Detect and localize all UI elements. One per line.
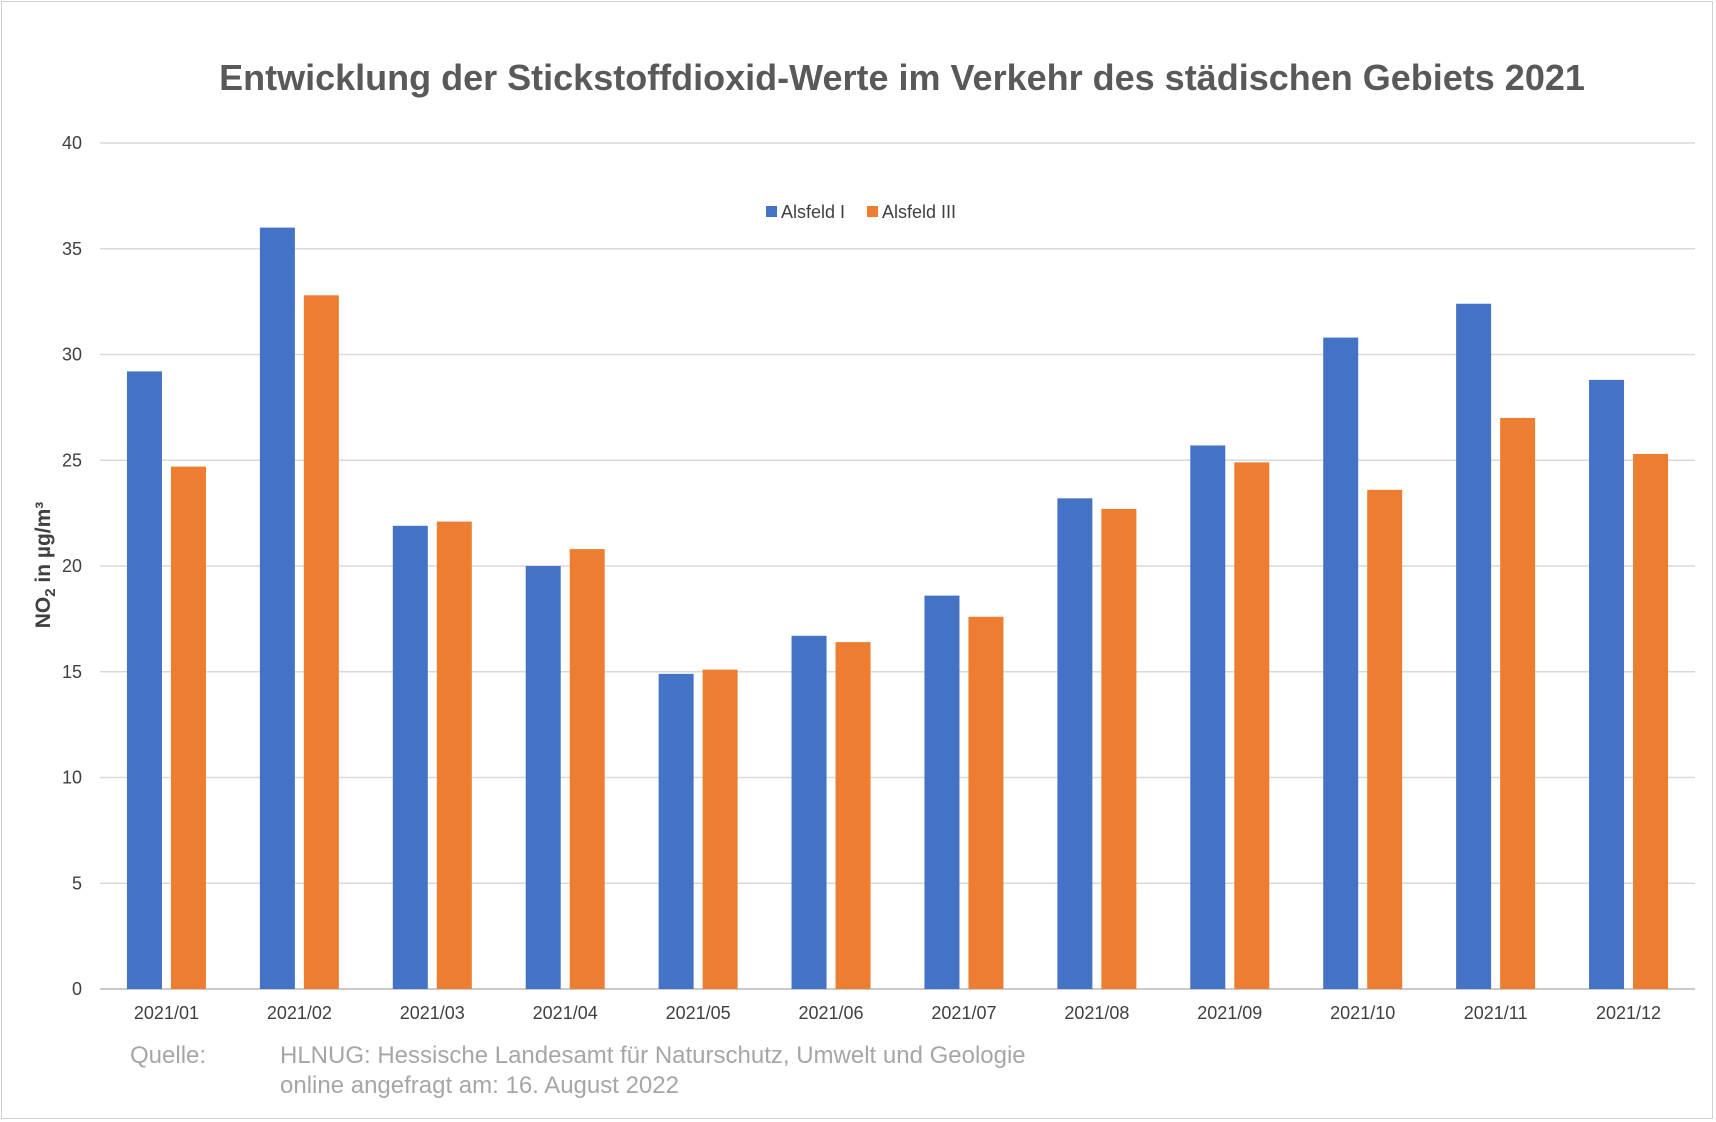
x-tick-label-2021-07: 2021/07 xyxy=(931,1003,996,1023)
legend-label-alsfeld-i: Alsfeld I xyxy=(781,202,845,222)
x-tick-label-2021-03: 2021/03 xyxy=(400,1003,465,1023)
bar-alsfeld-iii-2021-08 xyxy=(1101,508,1137,989)
y-tick-label-35: 35 xyxy=(62,239,82,259)
y-tick-label-20: 20 xyxy=(62,556,82,576)
legend: Alsfeld I Alsfeld III xyxy=(766,202,956,222)
source-line-1: HLNUG: Hessische Landesamt für Naturschu… xyxy=(280,1042,1026,1069)
bar-alsfeld-i-2021-04 xyxy=(525,566,561,989)
y-tick-label-15: 15 xyxy=(62,662,82,682)
bar-alsfeld-i-2021-11 xyxy=(1456,303,1492,989)
bar-alsfeld-iii-2021-03 xyxy=(436,521,472,989)
source-label: Quelle: xyxy=(130,1042,206,1069)
bar-alsfeld-i-2021-08 xyxy=(1057,498,1093,989)
chart-title: Entwicklung der Stickstoffdioxid-Werte i… xyxy=(219,57,1585,98)
legend-swatch-alsfeld-i xyxy=(766,206,777,217)
bar-alsfeld-i-2021-06 xyxy=(791,635,827,989)
y-tick-label-25: 25 xyxy=(62,450,82,470)
x-tick-label-2021-09: 2021/09 xyxy=(1197,1003,1262,1023)
bar-alsfeld-iii-2021-07 xyxy=(968,616,1004,989)
y-tick-label-10: 10 xyxy=(62,768,82,788)
bar-alsfeld-iii-2021-04 xyxy=(569,549,605,989)
bar-alsfeld-iii-2021-11 xyxy=(1500,417,1536,989)
gridlines xyxy=(100,142,1695,990)
bar-alsfeld-i-2021-03 xyxy=(392,525,428,989)
x-tick-label-2021-12: 2021/12 xyxy=(1596,1003,1661,1023)
y-axis-ticks: 0 5 10 15 20 25 30 35 40 xyxy=(62,133,82,999)
x-tick-label-2021-05: 2021/05 xyxy=(666,1003,731,1023)
y-tick-label-5: 5 xyxy=(72,873,82,893)
y-tick-label-30: 30 xyxy=(62,345,82,365)
x-tick-label-2021-11: 2021/11 xyxy=(1464,1003,1528,1023)
x-tick-label-2021-01: 2021/01 xyxy=(134,1003,199,1023)
bar-alsfeld-i-2021-10 xyxy=(1323,337,1359,990)
x-tick-label-2021-08: 2021/08 xyxy=(1064,1003,1129,1023)
y-tick-label-40: 40 xyxy=(62,133,82,153)
bar-alsfeld-i-2021-02 xyxy=(259,227,295,990)
x-tick-label-2021-06: 2021/06 xyxy=(799,1003,864,1023)
bar-alsfeld-i-2021-05 xyxy=(658,673,694,989)
y-axis-label-unit: in µg/m³ xyxy=(32,502,55,589)
bar-alsfeld-i-2021-07 xyxy=(924,595,960,989)
x-tick-label-2021-04: 2021/04 xyxy=(533,1003,598,1023)
bar-alsfeld-iii-2021-02 xyxy=(303,295,339,989)
bar-alsfeld-i-2021-09 xyxy=(1190,445,1226,989)
y-axis-label: NO2 in µg/m³ xyxy=(32,502,59,629)
y-axis-label-main: NO xyxy=(32,597,55,629)
x-tick-label-2021-10: 2021/10 xyxy=(1330,1003,1395,1023)
bar-alsfeld-iii-2021-05 xyxy=(702,669,738,989)
bar-alsfeld-iii-2021-06 xyxy=(835,642,871,989)
bar-alsfeld-iii-2021-09 xyxy=(1234,462,1270,989)
bar-alsfeld-i-2021-12 xyxy=(1589,379,1625,989)
source-line-2: online angefragt am: 16. August 2022 xyxy=(280,1072,679,1099)
bar-alsfeld-iii-2021-10 xyxy=(1367,489,1403,989)
y-axis-label-subscript: 2 xyxy=(42,588,59,596)
bar-alsfeld-iii-2021-12 xyxy=(1633,453,1669,989)
x-axis-ticks: 2021/01 2021/02 2021/03 2021/04 2021/05 2021/… xyxy=(134,1003,1661,1023)
legend-swatch-alsfeld-iii xyxy=(867,206,878,217)
x-tick-label-2021-02: 2021/02 xyxy=(267,1003,332,1023)
bar-alsfeld-i-2021-01 xyxy=(126,371,162,989)
bar-alsfeld-iii-2021-01 xyxy=(170,466,206,990)
y-tick-label-0: 0 xyxy=(72,979,82,999)
bars xyxy=(126,227,1669,990)
legend-label-alsfeld-iii: Alsfeld III xyxy=(882,202,956,222)
